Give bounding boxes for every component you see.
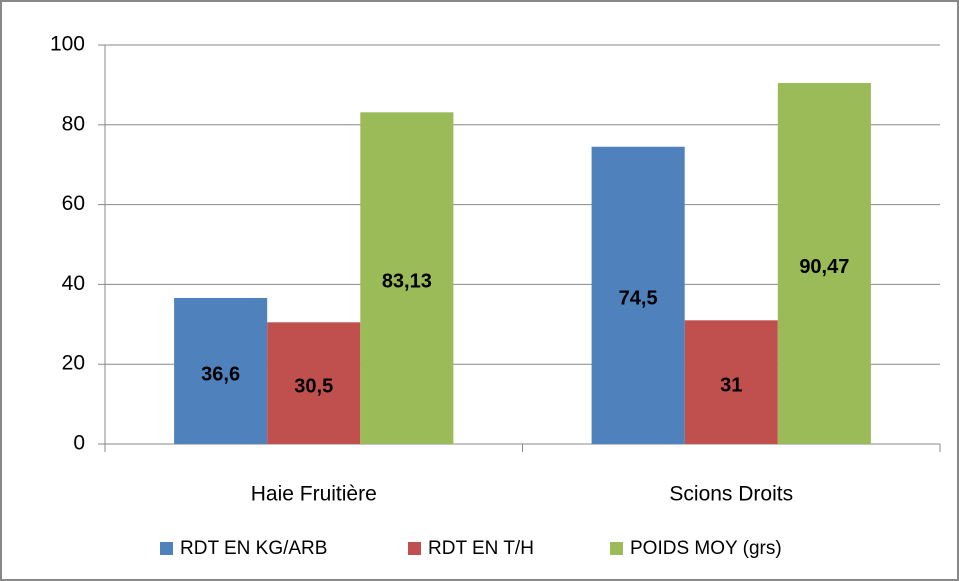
value-label: 30,5 xyxy=(294,375,333,397)
value-label: 83,13 xyxy=(382,270,432,292)
y-tick-label: 100 xyxy=(50,33,85,56)
value-label: 31 xyxy=(720,374,742,396)
bar xyxy=(684,320,778,444)
y-tick-label: 0 xyxy=(73,432,85,455)
value-label: 36,6 xyxy=(201,363,240,385)
y-tick-label: 80 xyxy=(62,112,85,135)
legend-label: RDT EN KG/ARB xyxy=(180,538,327,559)
y-tick-label: 20 xyxy=(62,352,85,375)
x-tick-label: Haie Fruitière xyxy=(251,483,377,506)
bar xyxy=(174,297,268,444)
bar xyxy=(267,322,361,444)
legend-swatch xyxy=(610,542,623,555)
y-tick-label: 40 xyxy=(62,272,85,295)
bar xyxy=(591,146,685,444)
legend-swatch xyxy=(408,542,421,555)
x-tick-label: Scions Droits xyxy=(669,483,793,506)
y-tick-label: 60 xyxy=(62,192,85,215)
legend-label: RDT EN T/H xyxy=(428,538,534,559)
legend-label: POIDS MOY (grs) xyxy=(630,538,782,559)
bar xyxy=(777,83,871,445)
value-label: 74,5 xyxy=(619,288,658,310)
legend-swatch xyxy=(160,542,173,555)
value-label: 90,47 xyxy=(799,256,849,278)
bar xyxy=(360,112,454,444)
